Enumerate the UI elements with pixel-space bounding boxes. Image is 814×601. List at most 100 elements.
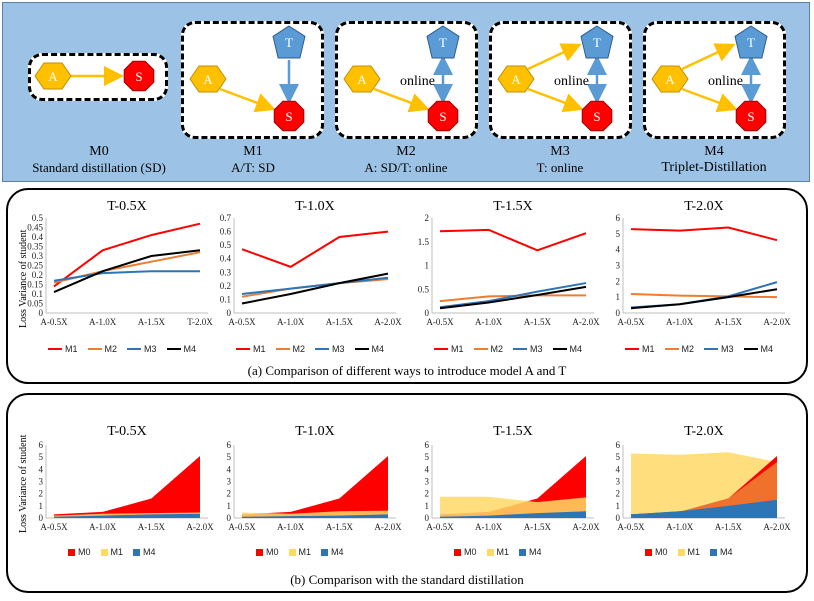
legend-label: M4 — [569, 344, 583, 354]
chart-a-1: T-0.5X 00.050.10.150.20.250.30.350.40.450… — [27, 199, 213, 327]
series-area-m4 — [242, 514, 388, 518]
legend-label: M0 — [266, 547, 279, 557]
y-tick-label: 0.35 — [27, 242, 43, 252]
chart-title: T-1.0X — [295, 424, 335, 439]
legend-item-m3: M3 — [315, 344, 345, 354]
x-tick-label: A-1.0X — [89, 522, 117, 532]
node-t-icon — [734, 25, 768, 59]
node-t-label: T — [593, 35, 601, 50]
chart-a-4: T-2.0X 0 1 2 3 4 5 6 A-0.5X A-1.0X A-1.5X A-2.0X — [616, 199, 792, 327]
x-tick-label: A-2.0X — [374, 522, 402, 532]
node-a-icon — [343, 65, 381, 93]
legend-swatch — [68, 548, 75, 556]
node-s-label: S — [135, 69, 142, 84]
arrow-a-to-s — [681, 87, 738, 113]
y-tick-label: 0.45 — [27, 223, 43, 233]
y-tick-label: 4 — [39, 464, 44, 474]
x-tick-label: A-0.5X — [228, 317, 256, 327]
y-tick-label: 0.15 — [27, 280, 43, 290]
series-area-m4-top — [631, 499, 777, 518]
y-tick-label: 4 — [616, 464, 621, 474]
legend-item-m2: M2 — [664, 344, 695, 354]
model-caption-m0: M0 Standard distillation (SD) — [19, 143, 179, 176]
y-tick-label: 0.1 — [220, 294, 231, 304]
x-tick-label: A-1.5X — [524, 317, 552, 327]
online-label: online — [708, 74, 743, 89]
model-caption-m4: M4 Triplet-Distillation — [634, 143, 794, 176]
node-s-icon — [735, 100, 767, 132]
legend-swatch — [486, 548, 494, 556]
node-t-icon — [272, 25, 306, 59]
model-box-m2: online A T S — [335, 21, 478, 139]
y-tick-label: 0.1 — [32, 289, 43, 299]
arrow-a-to-s — [373, 87, 430, 113]
y-tick-label: 3 — [39, 477, 44, 487]
legend-item-m2: M2 — [473, 344, 504, 354]
legend-label: M1 — [451, 344, 464, 354]
legend-label: M4 — [760, 344, 774, 354]
chart-legend: M1 M2 M3 M4 — [434, 344, 582, 354]
y-tick-label: 3 — [616, 477, 621, 487]
chart-b-1: T-0.5X 0 1 2 3 4 5 6 A-0.5X A-1.0X A-1.5X A-2.0X — [39, 424, 215, 532]
chart-title: T-1.5X — [493, 199, 533, 214]
legend-item-m1: M1 — [434, 344, 464, 354]
chart-legend: M0 M1 M4 — [256, 547, 344, 557]
legend-item-m1: M1 — [677, 547, 700, 557]
legend-swatch — [166, 348, 181, 350]
x-tick-label: A-1.5X — [715, 317, 743, 327]
node-t-icon — [426, 25, 460, 59]
y-tick-label: 6 — [39, 440, 44, 450]
y-tick-label: 2 — [227, 489, 232, 499]
x-tick-label: A-2.0X — [763, 317, 791, 327]
y-tick-label: 0.2 — [32, 270, 43, 280]
legend-item-m1: M1 — [625, 344, 655, 354]
y-tick-label: 2 — [616, 489, 621, 499]
y-tick-label: 4 — [616, 245, 621, 255]
node-a-label: A — [203, 72, 213, 87]
legend-item-m1: M1 — [486, 547, 510, 557]
legend-label: M4 — [331, 547, 344, 557]
series-area-m4 — [440, 511, 586, 518]
y-tick-label: 0.2 — [220, 281, 231, 291]
x-tick-label: A-1.0X — [277, 522, 305, 532]
x-tick-label: A-1.5X — [524, 522, 552, 532]
legend-item-m4: M4 — [166, 344, 196, 354]
legend-label: M1 — [496, 547, 510, 557]
node-s-label: S — [439, 109, 446, 124]
legend-label: M2 — [490, 344, 504, 354]
x-tick-label: A-0.5X — [426, 522, 454, 532]
legend-label: M2 — [681, 344, 695, 354]
y-tick-label: 5 — [39, 452, 44, 462]
legend-swatch — [625, 348, 639, 350]
chart-title: T-0.5X — [107, 424, 147, 439]
legend-label: M4 — [720, 547, 733, 557]
model-box-m1: A T S — [181, 21, 324, 139]
legend-swatch — [133, 548, 141, 556]
legend-swatch — [513, 348, 528, 350]
chart-legend: M0 M1 M4 — [645, 547, 733, 557]
series-area-m0 — [242, 455, 388, 518]
legend-swatch — [454, 548, 461, 556]
x-tick-label: A-1.0X — [475, 317, 503, 327]
y-tick-label: 3 — [425, 477, 430, 487]
chart-title: T-1.0X — [295, 199, 335, 214]
x-tick-label: A-2.0X — [572, 317, 600, 327]
model-caption-m1: M1 A/T: SD — [173, 143, 333, 176]
y-tick-label: 0 — [39, 308, 44, 318]
node-t-icon — [580, 25, 614, 59]
y-tick-label: 0 — [39, 513, 44, 523]
node-a-label: A — [511, 72, 521, 87]
y-tick-label: 0 — [227, 513, 232, 523]
node-t-label: T — [747, 35, 755, 50]
x-tick-label: A-0.5X — [40, 522, 68, 532]
legend-swatch — [127, 348, 142, 350]
series-area-m4 — [54, 513, 200, 518]
legend-item-m2: M2 — [275, 344, 305, 354]
y-tick-label: 1 — [227, 501, 232, 511]
chart-a-3: T-1.5X 0 0.5 1 1.5 2 A-0.5X A-1.0X A-1.5X A-2.0X — [418, 199, 600, 327]
chart-a-2: T-1.0X 0 0.1 0.2 0.3 0.4 0.5 0.6 0.7 A-0.5X A-1.0X… — [220, 199, 402, 327]
legend-label: M0 — [464, 547, 477, 557]
x-tick-label: A-1.5X — [138, 522, 166, 532]
x-tick-label: A-1.5X — [138, 317, 166, 327]
legend-swatch — [434, 348, 448, 350]
